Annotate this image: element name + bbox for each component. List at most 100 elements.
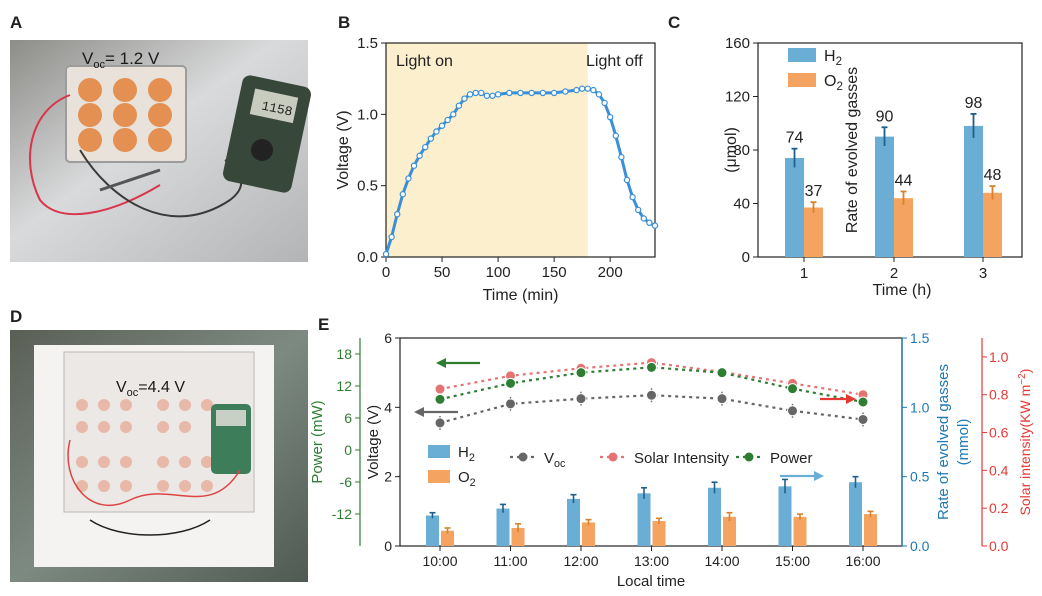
legend-label: O2 (824, 73, 843, 93)
voltage-point (433, 128, 440, 135)
y-tick-label: 1.5 (357, 35, 378, 52)
voltage-point (427, 135, 435, 142)
chart-c: C 0 40 80 120 160 1 2 3 74 90 98 37 44 48 H2 O2 Rate of e… (668, 13, 1023, 299)
panel-letter-b: B (338, 13, 350, 32)
bar-h2 (567, 498, 580, 546)
voltage-point (634, 206, 642, 214)
bar-o2 (652, 521, 666, 546)
voltage-point (489, 92, 496, 99)
voltage-point (539, 89, 547, 97)
x-tick-label: 11:00 (494, 553, 528, 569)
legend-swatch (428, 445, 450, 458)
voltage-point (517, 89, 524, 97)
legend-swatch (788, 73, 816, 87)
voltage-point (461, 95, 468, 102)
voltage-point (562, 88, 569, 95)
panel-letter-e: E (318, 315, 329, 334)
x-tick-label: 15:00 (775, 553, 810, 569)
voltage-point (506, 89, 513, 97)
gas-tick-label: 0.5 (910, 469, 930, 485)
panel-letter-a: A (10, 13, 22, 32)
gas-axis-label: Rate of evolved gasses (935, 364, 952, 520)
voltage-point (573, 86, 580, 94)
voltage-point (651, 222, 659, 229)
chart-b: B 0 50 100 150 200 0.0 0.5 1.0 1.5 Time (min) Volta… (335, 13, 659, 304)
voltage-point (444, 116, 451, 124)
power-tick-label: -12 (332, 506, 352, 522)
photo-a-device: 1158 (29, 65, 311, 218)
gas-axis-arrowhead (814, 471, 824, 481)
series-point (857, 396, 869, 408)
voltage-point (550, 89, 558, 97)
voltage-point (601, 99, 608, 107)
legend-label: H2 (458, 444, 475, 464)
voltage-point (472, 89, 479, 97)
y-tick-label: 120 (725, 89, 750, 106)
series-point (434, 383, 446, 395)
bar-h2 (849, 482, 862, 546)
voltage-point (455, 102, 463, 109)
series-point (505, 398, 516, 410)
legend-label: Power (770, 450, 813, 467)
legend-marker (744, 452, 754, 462)
voltage-axis-label: Voltage (V) (365, 405, 382, 479)
voltage-point (494, 91, 502, 98)
chart-e: E 0 2 4 6 Voltage (V) -12 -6 0 6 12 18 Power (mW) 0.0… (309, 315, 1033, 590)
voltage-point (394, 210, 401, 218)
series-point (716, 367, 728, 379)
series-point (434, 393, 446, 405)
power-axis-arrowhead (436, 358, 446, 368)
y-tick-label: 80 (733, 142, 750, 159)
voltage-point (483, 92, 491, 99)
multimeter-d-display (216, 410, 246, 426)
legend-swatch (428, 470, 450, 483)
photo-d-device (34, 345, 274, 567)
data-label: 48 (984, 167, 1002, 184)
x-axis-label: Time (min) (483, 287, 559, 304)
x-tick-label: 100 (486, 264, 511, 281)
multimeter-dial (251, 139, 273, 161)
light-on-region (386, 43, 588, 257)
legend-label: O2 (458, 469, 476, 489)
voltage-point (606, 113, 614, 121)
black-wire-d (89, 519, 211, 536)
bar-o2 (793, 516, 807, 546)
bar-o2 (894, 198, 913, 257)
multimeter-display (249, 88, 299, 124)
x-tick-label: 13:00 (634, 553, 669, 569)
panel-letter-d: D (10, 307, 22, 326)
x-tick-label: 200 (598, 264, 623, 281)
y-axis-label-unit: (μmol) (723, 127, 740, 173)
legend-marker (608, 452, 618, 462)
series-point (646, 389, 657, 401)
x-tick-label: 0 (382, 264, 390, 281)
voltage-point (590, 86, 597, 94)
legend-label: Voc (544, 450, 566, 470)
multimeter-reading: 1158 (260, 98, 294, 119)
cell-wells (78, 78, 172, 152)
solar-axis-label: Solar intensity(KW m−2) (1017, 369, 1033, 516)
plot-frame (385, 42, 656, 258)
x-tick-label: 14:00 (704, 553, 739, 569)
x-axis-label: Local time (617, 573, 685, 590)
voltage-point (416, 152, 423, 159)
panel-letter-c: C (668, 13, 680, 32)
legend-label: Solar Intensity (634, 450, 730, 467)
bar-h2 (875, 136, 894, 257)
voltage-point (438, 122, 446, 129)
x-tick-label: 2 (890, 265, 898, 282)
solar-tick-label: 0.0 (989, 538, 1009, 554)
voltage-point (478, 89, 485, 97)
legend-swatch (788, 48, 816, 62)
bar-o2 (441, 530, 454, 546)
power-tick-label: 18 (336, 346, 352, 362)
voltage-axis-arrowhead (414, 407, 424, 417)
legend-marker (518, 452, 528, 462)
bar-h2 (964, 125, 983, 257)
voltage-point (388, 233, 395, 241)
y-tick-label: 0 (742, 249, 750, 266)
bar-h2 (426, 515, 439, 546)
voltage-point (578, 85, 586, 92)
y-axis-label: Voltage (V) (335, 110, 352, 189)
red-wire-d (67, 439, 241, 507)
